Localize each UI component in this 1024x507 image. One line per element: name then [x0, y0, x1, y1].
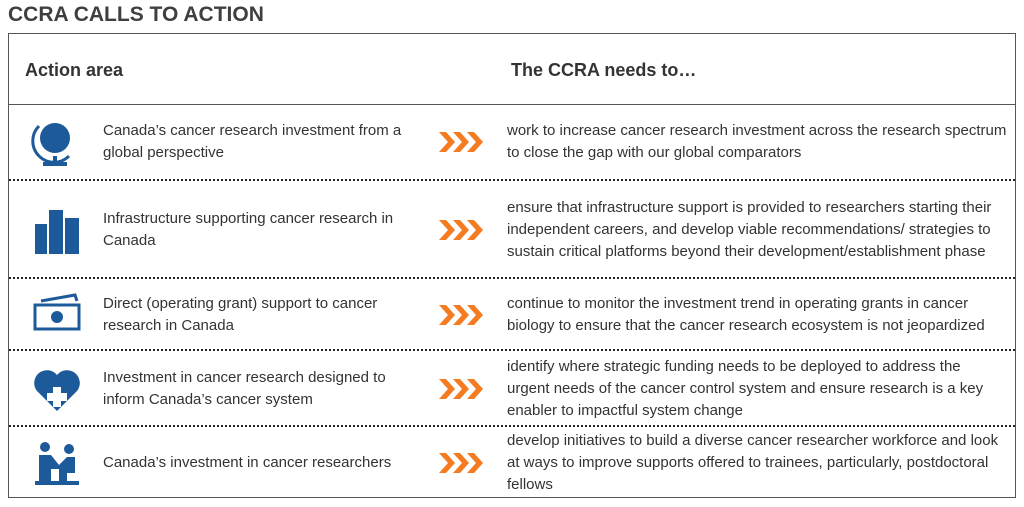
title: CCRA CALLS TO ACTION	[8, 3, 264, 26]
action-text: develop initiatives to build a diverse c…	[507, 432, 999, 493]
icon	[34, 370, 80, 411]
arrow-icon	[439, 220, 483, 240]
table-header: Action area The CCRA needs to…	[9, 34, 1015, 105]
action-text: identify where strategic funding needs t…	[507, 358, 984, 419]
action-area: Infrastructure supporting cancer researc…	[103, 210, 394, 249]
action-area: Canada’s cancer research investment from…	[103, 122, 402, 161]
action-text: ensure that infrastructure support is pr…	[507, 199, 992, 260]
table-row: Investment in cancer research designed t…	[9, 349, 1015, 427]
column-header: Action area	[25, 60, 124, 80]
arrow-icon	[439, 379, 483, 399]
action-text: continue to monitor the investment trend…	[507, 295, 985, 334]
action-area: Direct (operating grant) support to canc…	[103, 295, 378, 334]
column-header: The CCRA needs to…	[511, 60, 697, 80]
action-text: work to increase cancer research investm…	[507, 122, 1007, 161]
action-area: Canada’s investment in cancer researcher…	[103, 454, 392, 471]
icon	[33, 293, 81, 331]
table-row: Canada’s cancer research investment from…	[9, 105, 1015, 179]
icon	[35, 210, 79, 254]
arrow-icon	[439, 305, 483, 325]
arrow-icon	[439, 132, 483, 152]
icon	[35, 442, 79, 485]
table-row: Canada’s investment in cancer researcher…	[9, 425, 1015, 499]
table-row: Infrastructure supporting cancer researc…	[9, 179, 1015, 279]
table: Action area The CCRA needs to… Canada’s …	[8, 33, 1016, 498]
arrow-icon	[439, 453, 483, 473]
icon	[31, 123, 71, 166]
table-row: Direct (operating grant) support to canc…	[9, 277, 1015, 351]
action-area: Investment in cancer research designed t…	[103, 369, 386, 408]
